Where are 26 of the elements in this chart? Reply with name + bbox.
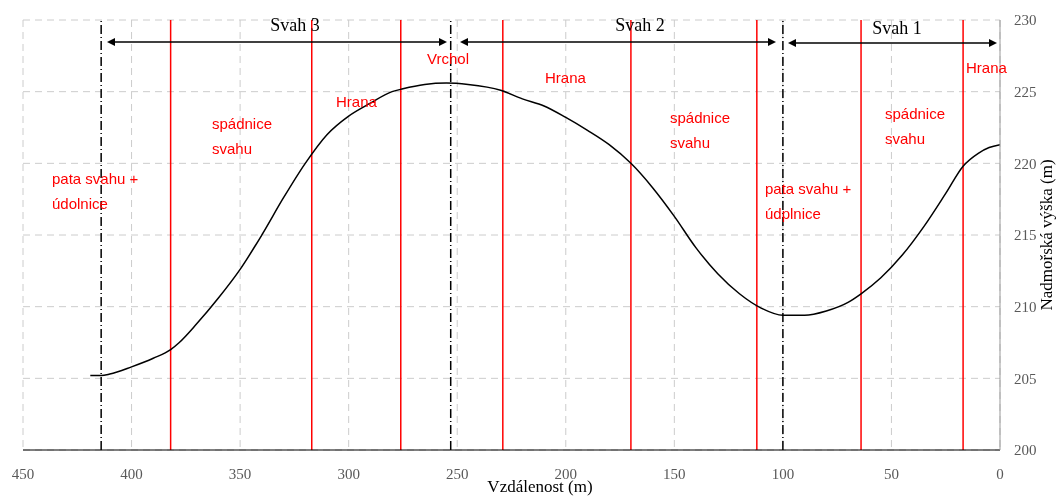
annotation: Hrana: [336, 92, 378, 110]
x-tick-label: 300: [337, 465, 360, 482]
y-tick-label: 225: [1014, 83, 1037, 100]
y-tick-label: 205: [1014, 370, 1037, 387]
x-tick-label: 250: [445, 465, 469, 482]
x-tick-label: 50: [883, 465, 899, 482]
x-tick-label: 100: [771, 465, 795, 482]
y-axis-title: Nadmořská výška (m): [1036, 159, 1056, 311]
x-tick-label: 0: [996, 465, 1004, 482]
annotation: Svah 1: [872, 18, 922, 39]
annotation: pata svahu + údolnice: [52, 169, 139, 212]
annotation: Hrana: [966, 58, 1008, 76]
annotation: Hrana: [545, 68, 587, 86]
annotation: Vrchol: [427, 49, 469, 67]
x-tick-label: 450: [11, 465, 35, 482]
y-tick-label: 200: [1014, 442, 1037, 459]
x-tick-label: 400: [120, 465, 143, 482]
annotation: spádnice svahu: [885, 104, 946, 147]
x-tick-label: 350: [228, 465, 252, 482]
y-tick-label: 230: [1014, 12, 1037, 29]
y-tick-label: 215: [1014, 227, 1037, 244]
annotation: spádnice svahu: [212, 114, 273, 157]
y-tick-label: 220: [1014, 155, 1037, 172]
y-tick-label: 210: [1014, 298, 1037, 315]
x-tick-label: 150: [663, 465, 686, 482]
annotation: spádnice svahu: [670, 108, 731, 151]
